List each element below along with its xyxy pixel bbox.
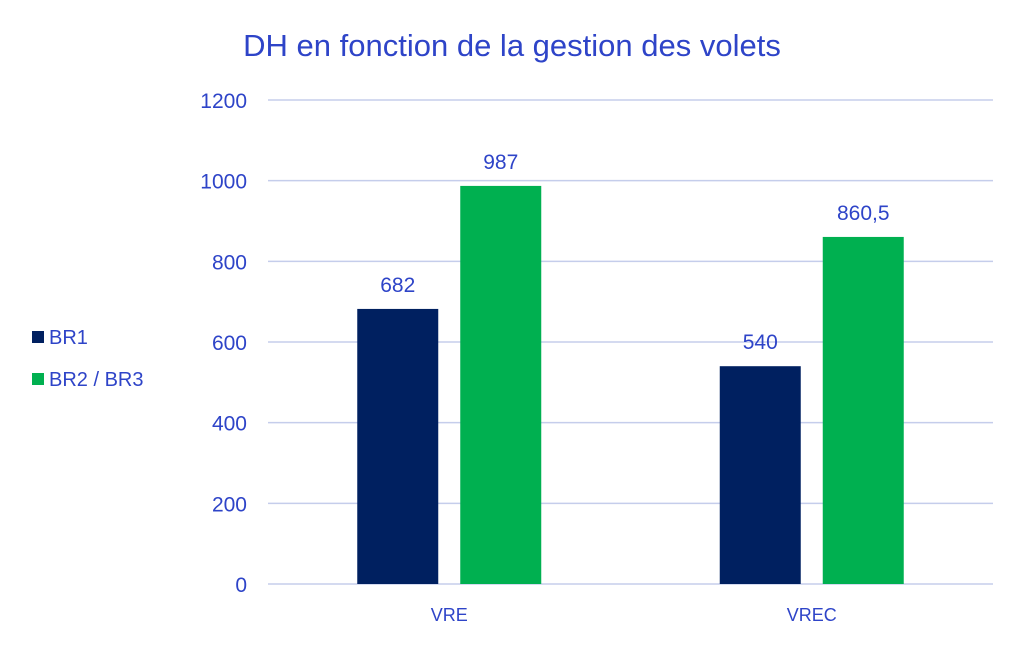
y-tick-label: 1200 xyxy=(200,90,247,113)
y-tick-label: 0 xyxy=(235,574,247,597)
data-label: 987 xyxy=(483,151,518,174)
data-label: 860,5 xyxy=(837,202,890,225)
y-tick-label: 400 xyxy=(212,413,247,436)
legend-swatch xyxy=(32,373,44,385)
y-tick-label: 600 xyxy=(212,332,247,355)
y-tick-label: 1000 xyxy=(200,171,247,194)
y-tick-label: 200 xyxy=(212,493,247,516)
bar-br2-br3-vrec xyxy=(822,236,904,584)
legend-label: BR2 / BR3 xyxy=(49,369,143,391)
y-tick-label: 800 xyxy=(212,251,247,274)
y-axis: 0 200 400 600 800 1000 1200 xyxy=(200,90,247,597)
bar-br1-vrec xyxy=(719,366,801,584)
legend-swatch xyxy=(32,331,44,343)
x-tick-label: VRE xyxy=(431,605,468,625)
chart-title: DH en fonction de la gestion des volets xyxy=(243,28,781,63)
legend-label: BR1 xyxy=(49,327,88,349)
legend: BR1 BR2 / BR3 xyxy=(32,327,143,391)
data-label: 682 xyxy=(380,274,415,297)
x-tick-label: VREC xyxy=(787,605,837,625)
bars xyxy=(357,185,904,584)
x-axis: VRE VREC xyxy=(431,605,837,625)
data-labels: 682 987 540 860,5 xyxy=(380,151,889,354)
data-label: 540 xyxy=(743,331,778,354)
bar-br1-vre xyxy=(357,308,439,584)
bar-br2-br3-vre xyxy=(460,185,542,584)
